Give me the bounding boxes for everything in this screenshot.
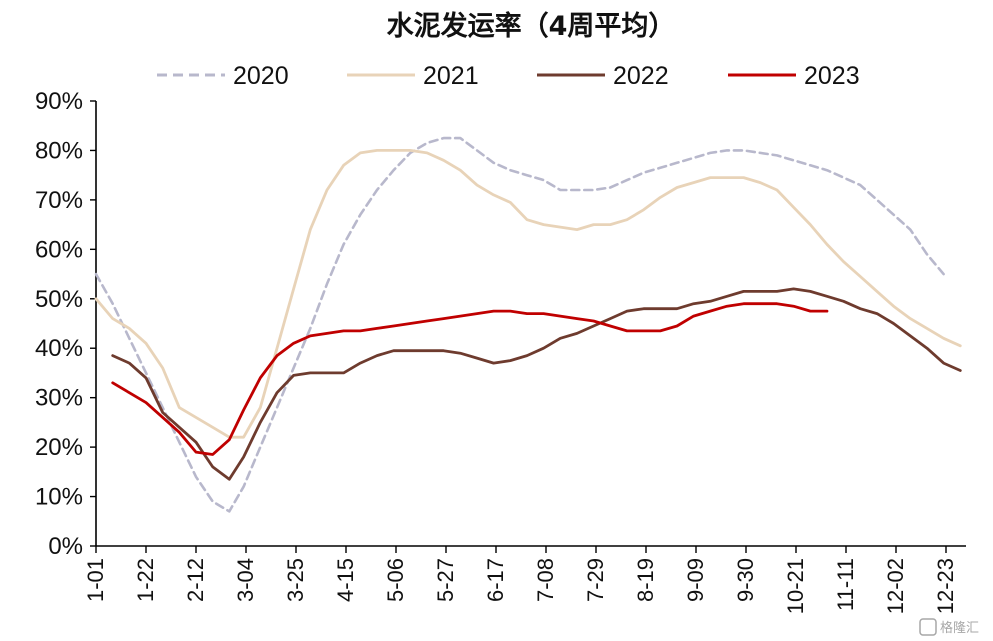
series-line-2020 <box>94 136 945 513</box>
y-tick-label: 80% <box>35 137 83 164</box>
x-tick-label: 6-17 <box>483 558 508 602</box>
watermark-text: 格隆汇 <box>940 620 979 636</box>
x-tick-label: 11-11 <box>833 558 858 611</box>
series-group <box>94 136 962 513</box>
x-tick-label: 1-22 <box>133 558 158 602</box>
x-tick-label: 1-01 <box>83 558 108 602</box>
x-tick-label: 10-21 <box>783 558 808 614</box>
series-line-2021 <box>94 148 962 439</box>
y-tick-label: 40% <box>35 335 83 362</box>
y-tick-label: 70% <box>35 187 83 214</box>
chart-title: 水泥发运率（4周平均） <box>387 10 676 42</box>
series-line-2022 <box>111 287 962 481</box>
watermark: 格隆汇 <box>919 618 979 636</box>
series-line-2023 <box>111 302 829 456</box>
y-tick-label: 50% <box>35 286 83 313</box>
x-tick-label: 5-06 <box>383 558 408 602</box>
y-tick-label: 20% <box>35 434 83 461</box>
x-tick-label: 3-04 <box>233 558 258 602</box>
y-tick-label: 0% <box>48 533 83 560</box>
legend-label-2021: 2021 <box>423 62 479 90</box>
x-tick-label: 4-15 <box>333 558 358 602</box>
y-tick-label: 30% <box>35 385 83 412</box>
x-tick-label: 8-19 <box>633 558 658 602</box>
y-tick-label: 10% <box>35 484 83 511</box>
legend: 2020 2021 2022 2023 <box>157 62 860 90</box>
x-tick-label: 7-08 <box>533 558 558 602</box>
y-axis: 0% 10% 20% 30% 40% 50% 60% 70% 80% 90% <box>35 88 97 560</box>
x-tick-label: 2-12 <box>183 558 208 602</box>
x-tick-label: 3-25 <box>283 558 308 602</box>
x-axis: 1-01 1-22 2-12 3-04 3-25 4-15 5-06 5-27 6-17 7-08… <box>83 545 966 614</box>
legend-label-2023: 2023 <box>804 62 860 90</box>
x-tick-label: 12-23 <box>933 558 958 614</box>
x-tick-label: 7-29 <box>583 558 608 602</box>
x-tick-label: 9-30 <box>733 558 758 602</box>
watermark-logo-icon <box>919 618 937 636</box>
x-tick-label: 12-02 <box>883 558 908 614</box>
legend-label-2020: 2020 <box>233 62 289 90</box>
y-tick-label: 90% <box>35 88 83 115</box>
y-tick-label: 60% <box>35 236 83 263</box>
x-tick-label: 9-09 <box>683 558 708 602</box>
legend-label-2022: 2022 <box>613 62 669 90</box>
x-tick-label: 5-27 <box>433 558 458 602</box>
